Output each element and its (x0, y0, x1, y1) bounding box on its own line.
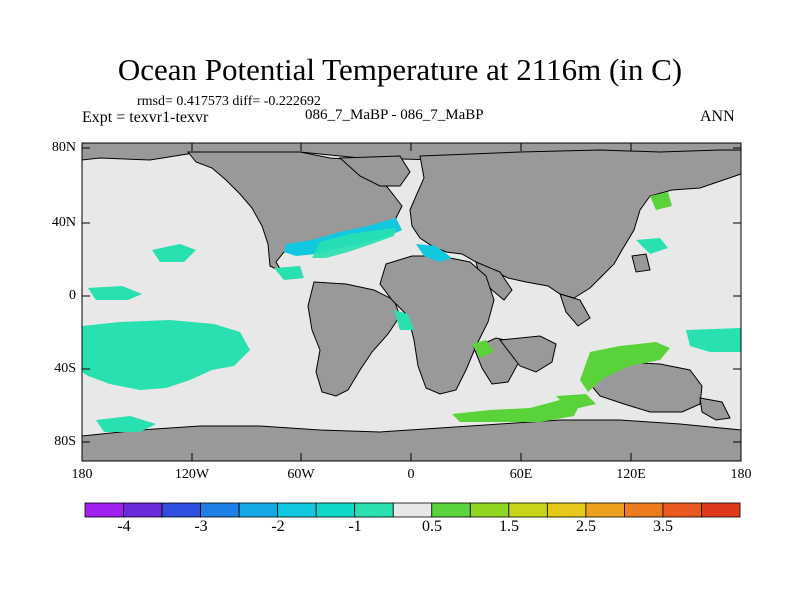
new-zealand (699, 397, 731, 421)
colorbar-swatch (392, 502, 433, 518)
land-masses (81, 142, 742, 462)
south-indian-green (580, 342, 670, 392)
colorbar-swatch (469, 502, 510, 518)
southeast-asia (559, 293, 591, 327)
equatorial-pacific-aqua (152, 244, 196, 262)
lat-tick-label: 80S (54, 434, 76, 449)
south-indian-aqua (686, 328, 741, 352)
colorbar-swatch (315, 502, 356, 518)
lon-tick-label: 0 (407, 467, 415, 482)
colorbar-label: -2 (271, 518, 285, 535)
southern-ocean-green-east (556, 394, 596, 410)
lat-tick-label: 80N (51, 140, 76, 155)
cases-label: 086_7_MaBP - 086_7_MaBP (305, 107, 484, 123)
colorbar (84, 502, 741, 518)
australia (585, 361, 703, 413)
colorbar-swatch (354, 502, 394, 518)
colorbar-swatch (123, 502, 163, 518)
colorbar-swatch (431, 502, 471, 518)
indian-ocean-green (472, 340, 494, 358)
lon-tick-label: 180 (730, 467, 752, 482)
colorbar-swatch (161, 502, 201, 518)
colorbar-swatch (701, 502, 741, 518)
season-label: ANN (700, 108, 735, 125)
colorbar-swatch (662, 502, 702, 518)
axis-ticks (81, 143, 742, 461)
colorbar-label: 3.5 (653, 518, 673, 535)
lon-tick-label: 180 (71, 467, 93, 482)
colorbar-swatch (84, 502, 124, 518)
colorbar-label: -3 (194, 518, 208, 535)
greenland (338, 155, 411, 187)
lat-tick-label: 0 (69, 288, 76, 303)
lon-tick-label: 120E (616, 467, 646, 482)
colorbar-label: -4 (117, 518, 131, 535)
colorbar-swatch (238, 502, 279, 518)
southern-ocean-green (452, 400, 580, 422)
lon-tick-label: 120W (174, 467, 210, 482)
pacific-islands (631, 253, 651, 273)
mediterranean-cyan (416, 244, 452, 262)
colorbar-label: -1 (348, 518, 362, 535)
stats-text: rmsd= 0.417573 diff= -0.222692 (137, 94, 321, 109)
caribbean-aqua (274, 266, 304, 280)
south-atlantic-aqua (394, 310, 414, 330)
south-america (307, 281, 401, 397)
colorbar-swatch (508, 502, 548, 518)
east-pacific-aqua (88, 286, 142, 300)
colorbar-swatch (585, 502, 625, 518)
south-ocean-aqua-west (96, 416, 156, 432)
colorbar-label: 1.5 (499, 518, 519, 535)
north-pacific-aqua (636, 238, 668, 254)
colorbar-swatch (277, 502, 317, 518)
lat-tick-label: 40N (51, 215, 76, 230)
colorbar-label: 0.5 (422, 518, 442, 535)
lon-tick-label: 60W (287, 467, 315, 482)
colorbar-swatch (624, 502, 664, 518)
colorbar-swatch (546, 502, 587, 518)
anomaly-patches (82, 192, 741, 432)
lon-tick-label: 60E (509, 467, 533, 482)
colorbar-label: 2.5 (576, 518, 596, 535)
north-pacific-green (650, 192, 672, 210)
north-atlantic-aqua (312, 228, 396, 258)
southern-africa-fragment (499, 335, 557, 373)
south-pacific-aqua (82, 320, 250, 390)
experiment-label: Expt = texvr1-texvr (82, 109, 209, 126)
colorbar-swatch (200, 502, 240, 518)
chart-title: Ocean Potential Temperature at 2116m (in… (117, 52, 683, 87)
lat-tick-label: 40S (54, 361, 76, 376)
